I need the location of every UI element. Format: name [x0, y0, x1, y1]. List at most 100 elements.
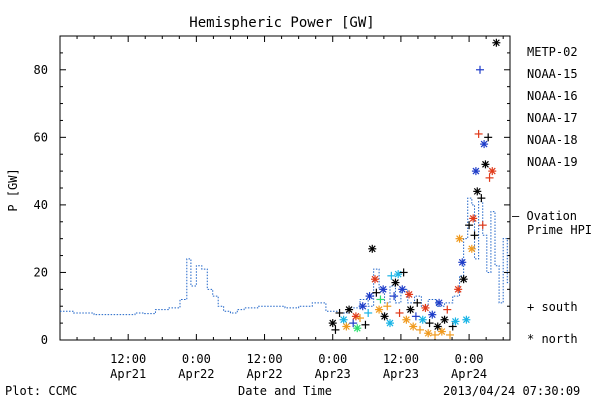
data-point-north [471, 167, 480, 176]
legend-item: NOAA-18 [527, 133, 578, 147]
data-point-north [458, 258, 467, 267]
data-point-south [331, 325, 340, 334]
data-point-north [328, 319, 337, 328]
x-tick-time-label: 0:00 [182, 352, 211, 366]
data-point-south [413, 298, 422, 307]
data-point-south [474, 129, 483, 138]
data-point-north [451, 317, 460, 326]
data-point-north [481, 160, 490, 169]
y-tick-label: 80 [34, 63, 48, 77]
x-tick-time-label: 0:00 [455, 352, 484, 366]
x-axis-label: Date and Time [238, 384, 332, 398]
data-point-north [492, 38, 501, 47]
plot-frame [59, 35, 511, 341]
legend-item: NOAA-16 [527, 89, 578, 103]
data-point-north [435, 298, 444, 307]
data-point-north [418, 315, 427, 324]
data-point-north [386, 319, 394, 328]
data-point-north [467, 244, 476, 253]
data-point-north [440, 315, 449, 324]
data-point-south [443, 305, 452, 314]
data-point-north [398, 285, 407, 294]
data-point-south [470, 231, 479, 240]
data-point-south [465, 221, 474, 230]
data-point-south [361, 320, 370, 329]
data-point-south [485, 173, 494, 182]
y-axis-label: P [GW] [6, 168, 20, 211]
chart-title: Hemispheric Power [GW] [189, 15, 374, 31]
data-point-north [351, 312, 360, 321]
x-tick-time-label: 12:00 [383, 352, 419, 366]
data-point-north [342, 322, 351, 331]
legend-north: * north [527, 332, 578, 346]
data-point-south [478, 221, 487, 230]
data-point-north [380, 312, 389, 321]
data-point-north [402, 315, 411, 324]
data-point-south [390, 292, 399, 301]
y-axis: 0 20 40 60 80 [34, 35, 510, 347]
data-point-south [446, 330, 454, 339]
data-point-south [431, 330, 439, 339]
data-point-north [391, 278, 400, 287]
data-point-north [379, 285, 388, 294]
data-point-north [469, 214, 478, 223]
legend-item: NOAA-15 [527, 67, 578, 81]
data-point-north [358, 302, 367, 311]
x-tick-time-label: 12:00 [110, 352, 146, 366]
data-point-north [428, 310, 437, 319]
data-point-north [421, 303, 430, 312]
data-point-north [437, 327, 446, 336]
legend-item: NOAA-19 [527, 155, 578, 169]
x-tick-date-label: Apr23 [383, 367, 419, 381]
data-point-north [409, 322, 418, 331]
legend-ovation: — Ovation [512, 209, 577, 223]
data-point-north [368, 244, 377, 253]
x-tick-date-label: Apr24 [451, 367, 487, 381]
data-point-south [476, 65, 484, 74]
data-point-north [462, 315, 471, 324]
data-point-south [335, 308, 344, 317]
data-point-north [488, 167, 497, 176]
data-point-north [405, 290, 414, 299]
x-axis: 12:00Apr210:00Apr2212:00Apr220:00Apr2312… [76, 36, 504, 381]
data-point-north [424, 329, 433, 338]
legend-item: NOAA-17 [527, 111, 578, 125]
footer-right: 2013/04/24 07:30:09 [443, 384, 580, 398]
y-tick-label: 0 [41, 333, 48, 347]
legend-ovation-line2: Prime HPI [527, 223, 592, 237]
data-point-north [375, 305, 384, 314]
data-point-south [372, 288, 381, 297]
data-point-north [454, 285, 463, 294]
data-point-south [411, 312, 420, 321]
footer-left: Plot: CCMC [5, 384, 77, 398]
data-point-south [349, 319, 358, 328]
data-point-south [376, 295, 385, 304]
data-point-north [433, 322, 442, 331]
x-tick-time-label: 0:00 [318, 352, 347, 366]
satellite-points [328, 38, 501, 339]
data-point-north [459, 275, 468, 284]
data-point-north [345, 305, 354, 314]
data-point-south [387, 271, 396, 280]
y-tick-label: 20 [34, 265, 48, 279]
x-tick-date-label: Apr22 [178, 367, 214, 381]
data-point-south [477, 194, 486, 203]
data-point-south [356, 314, 364, 323]
y-tick-label: 60 [34, 130, 48, 144]
data-point-north [406, 305, 415, 314]
data-point-north [480, 140, 489, 149]
x-tick-date-label: Apr22 [246, 367, 282, 381]
data-point-south [425, 319, 434, 328]
legend: METP-02 NOAA-15 NOAA-16 NOAA-17 NOAA-18 NOAA-… [512, 45, 592, 346]
data-point-north [455, 234, 464, 243]
data-point-north [339, 315, 348, 324]
data-point-south [484, 133, 493, 142]
data-point-north [365, 292, 374, 301]
data-point-south [416, 325, 424, 334]
data-point-south [364, 308, 373, 317]
x-tick-time-label: 12:00 [246, 352, 282, 366]
legend-item: METP-02 [527, 45, 578, 59]
data-point-north [394, 270, 403, 279]
y-tick-label: 40 [34, 198, 48, 212]
